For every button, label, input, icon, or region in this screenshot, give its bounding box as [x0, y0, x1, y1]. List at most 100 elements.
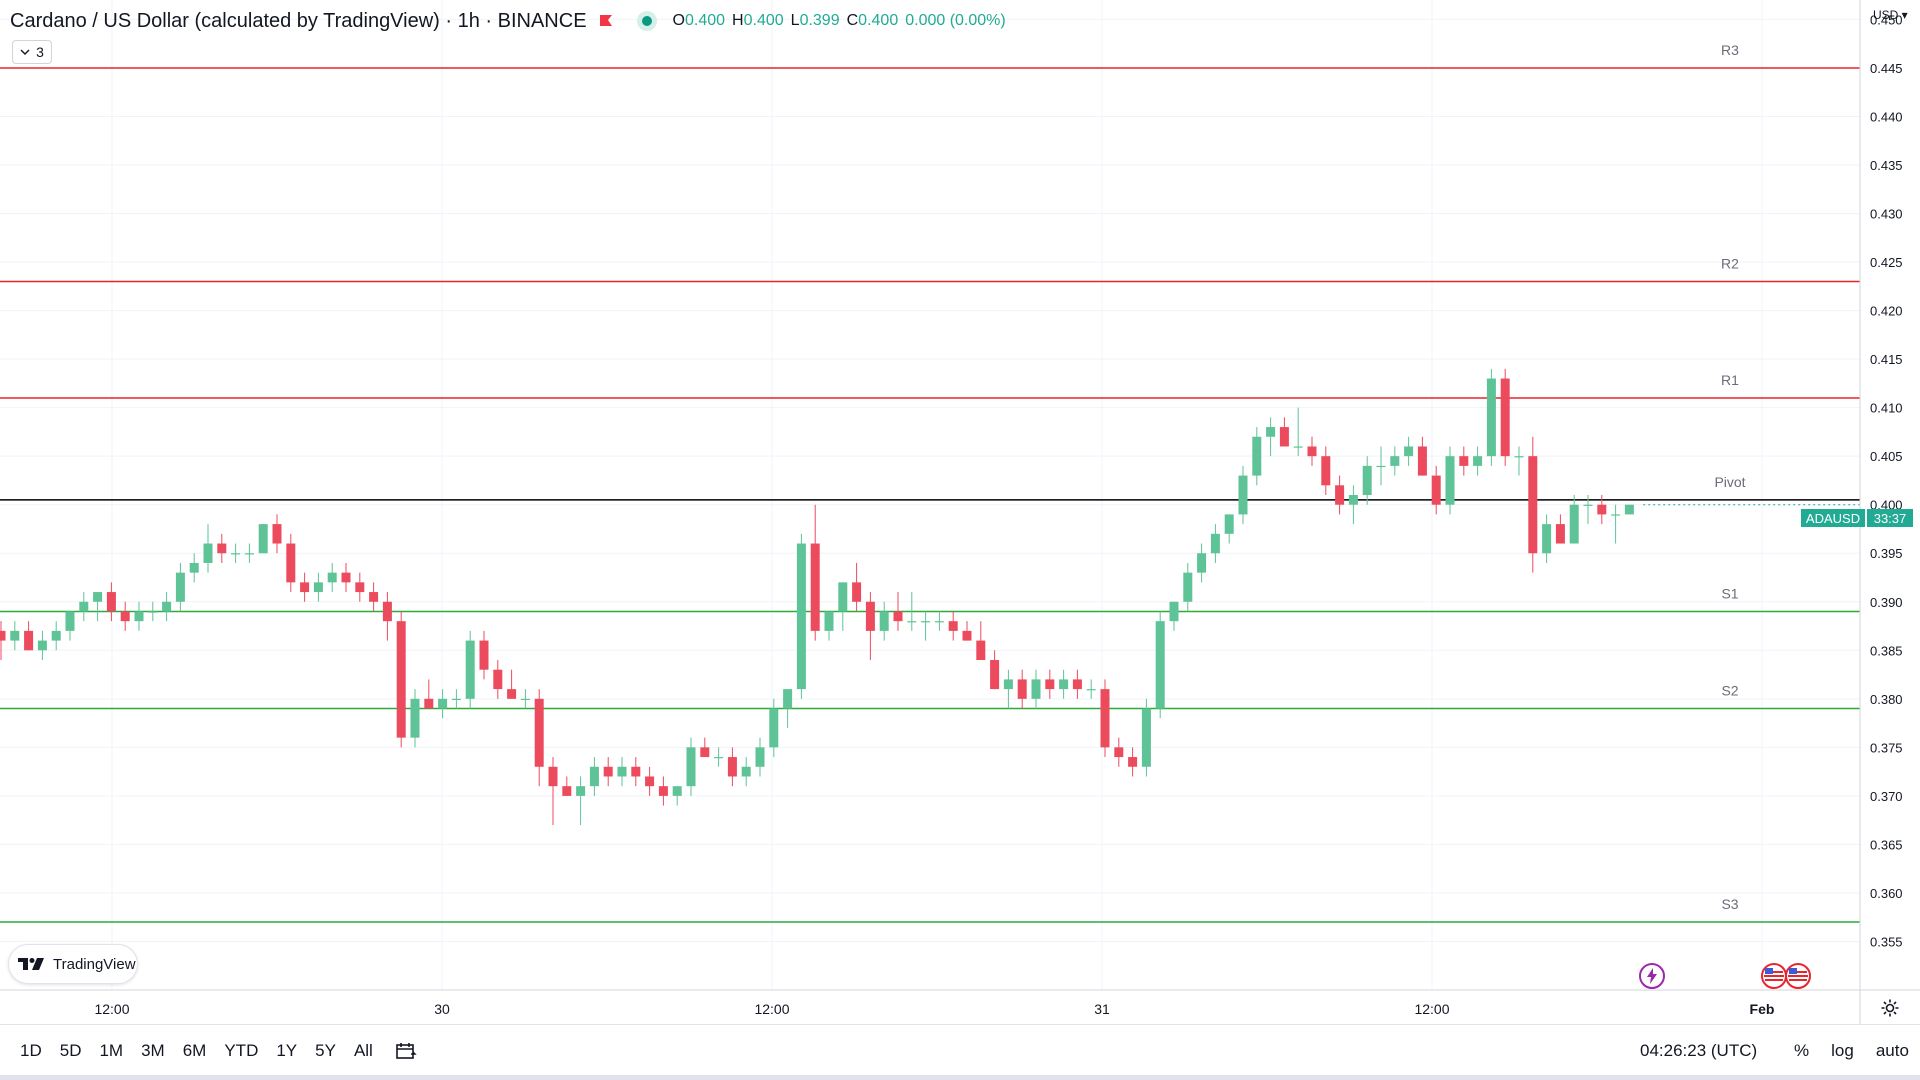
ohlc-item: H0.400	[732, 12, 784, 30]
candle	[51, 621, 61, 651]
candle-body	[148, 611, 158, 613]
ohlc-value: 0.400	[858, 12, 899, 29]
range-button-1d[interactable]: 1D	[20, 1041, 42, 1060]
tradingview-logo[interactable]: TradingView	[8, 944, 138, 984]
scale-tool-auto[interactable]: auto	[1875, 1041, 1909, 1060]
candle	[231, 543, 241, 563]
y-tick-label: 0.405	[1870, 449, 1903, 464]
candle-body	[1100, 689, 1110, 748]
candle	[355, 572, 365, 602]
candle-body	[231, 553, 241, 555]
ohlc-key: C	[846, 12, 859, 29]
candle-body	[562, 786, 572, 796]
y-tick-label: 0.375	[1870, 740, 1903, 755]
candle-body	[451, 698, 461, 701]
candle-body	[589, 766, 599, 787]
candle-body	[1183, 572, 1193, 602]
indicators-count: 3	[36, 44, 44, 60]
candle	[1417, 436, 1427, 476]
scale-tool-log[interactable]: log	[1831, 1041, 1854, 1060]
candle-body	[907, 621, 917, 623]
candle	[741, 757, 751, 787]
candle-body	[479, 640, 489, 670]
candle-body	[189, 562, 199, 573]
candle	[465, 630, 475, 709]
us-flag-icon[interactable]	[1760, 962, 1812, 990]
candle	[10, 621, 20, 651]
candle-body	[727, 757, 737, 777]
candle	[1197, 543, 1207, 583]
range-button-1y[interactable]: 1Y	[276, 1041, 298, 1060]
candle	[962, 621, 972, 641]
lightning-icon[interactable]	[1638, 962, 1666, 990]
candle	[1542, 514, 1552, 563]
x-tick-label: 12:00	[1414, 1001, 1449, 1017]
candle-body	[1279, 427, 1289, 447]
calendar-icon[interactable]	[395, 1041, 417, 1061]
candle	[369, 582, 379, 612]
candle-body	[175, 572, 185, 602]
y-tick-label: 0.355	[1870, 934, 1903, 949]
candle-body	[686, 747, 696, 787]
candle-body	[313, 582, 323, 593]
candle	[1445, 446, 1455, 515]
candle	[727, 747, 737, 787]
flag-icon[interactable]	[599, 14, 613, 28]
x-tick-label: 30	[434, 1001, 450, 1017]
bottom-strip	[0, 1075, 1920, 1080]
range-button-5d[interactable]: 5D	[59, 1041, 82, 1060]
candle-body	[1583, 504, 1593, 506]
candle-body	[1224, 514, 1234, 534]
candle	[175, 562, 185, 612]
candle	[769, 698, 779, 758]
candle-body	[1266, 427, 1276, 437]
candle	[1500, 368, 1510, 466]
chart-header: Cardano / US Dollar (calculated by Tradi…	[10, 9, 1006, 33]
market-status-icon[interactable]	[636, 11, 657, 31]
range-button-5y[interactable]: 5Y	[315, 1041, 336, 1060]
candle	[714, 747, 724, 767]
candle	[755, 737, 765, 777]
y-tick-label: 0.365	[1870, 837, 1903, 852]
candle	[203, 524, 213, 573]
branding-text: TradingView	[53, 955, 136, 973]
scale-tool-percent[interactable]: %	[1794, 1041, 1810, 1060]
candle-body	[1542, 524, 1552, 554]
candle	[1335, 475, 1345, 515]
utc-clock[interactable]: 04:26:23 (UTC)	[1640, 1041, 1758, 1060]
y-tick-label: 0.385	[1870, 643, 1903, 658]
candle-body	[272, 524, 282, 544]
candle-body	[1128, 757, 1138, 767]
range-button-all[interactable]: All	[353, 1041, 373, 1060]
candle	[162, 592, 172, 622]
candle	[576, 776, 586, 825]
candle-body	[1252, 436, 1262, 476]
candle-body	[658, 786, 668, 796]
candle-body	[645, 776, 655, 787]
range-button-3m[interactable]: 3M	[141, 1041, 165, 1060]
range-button-ytd[interactable]: YTD	[224, 1041, 259, 1060]
currency-selector[interactable]: USD ▾	[1873, 8, 1908, 22]
ohlc-key: O	[672, 12, 685, 29]
candle-body	[948, 621, 958, 631]
candle-body	[603, 766, 613, 777]
range-button-6m[interactable]: 6M	[182, 1041, 207, 1060]
candle	[990, 650, 1000, 690]
candle	[1390, 446, 1400, 476]
candle-body	[976, 640, 986, 660]
y-tick-label: 0.395	[1870, 546, 1903, 561]
gear-icon[interactable]	[1880, 998, 1900, 1018]
candle	[396, 611, 406, 748]
y-tick-label: 0.360	[1870, 886, 1903, 901]
candle	[1321, 446, 1331, 495]
candle	[341, 562, 351, 593]
range-button-1m[interactable]: 1M	[99, 1041, 124, 1060]
candle	[879, 601, 889, 641]
indicators-toggle-button[interactable]: 3	[12, 40, 52, 64]
candle-body	[507, 689, 517, 699]
candle	[1086, 679, 1096, 699]
ohlc-value: 0.000 (0.00%)	[905, 12, 1006, 29]
candle-body	[1624, 504, 1634, 515]
candle-body	[1155, 621, 1165, 709]
